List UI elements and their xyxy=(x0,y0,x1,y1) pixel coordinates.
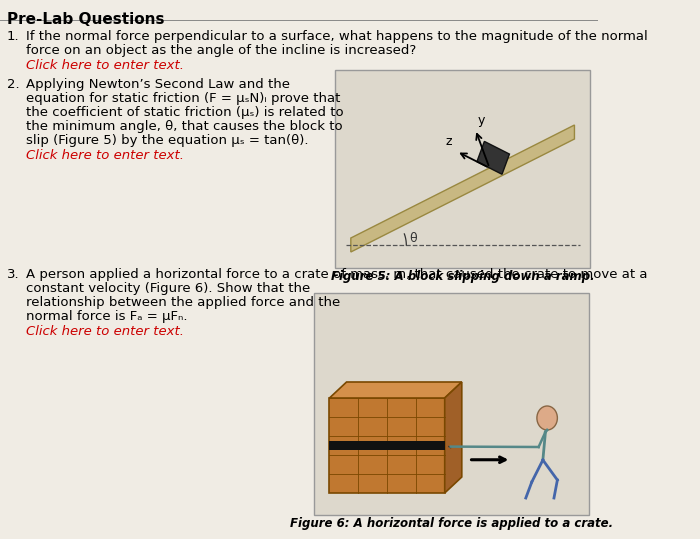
Text: Figure 5: A block slipping down a ramp.: Figure 5: A block slipping down a ramp. xyxy=(331,270,594,283)
Text: Click here to enter text.: Click here to enter text. xyxy=(26,59,183,72)
Text: Figure 6: A horizontal force is applied to a crate.: Figure 6: A horizontal force is applied … xyxy=(290,517,613,530)
Text: y: y xyxy=(478,114,485,127)
Text: the minimum angle, θ, that causes the block to: the minimum angle, θ, that causes the bl… xyxy=(26,120,342,133)
Text: 1.: 1. xyxy=(7,30,20,43)
Circle shape xyxy=(537,406,557,430)
Polygon shape xyxy=(477,141,510,174)
Text: Click here to enter text.: Click here to enter text. xyxy=(26,325,183,338)
Text: constant velocity (Figure 6). Show that the: constant velocity (Figure 6). Show that … xyxy=(26,282,310,295)
Text: A person applied a horizontal force to a crate of mass, m, that caused the crate: A person applied a horizontal force to a… xyxy=(26,268,647,281)
Text: normal force is Fₐ = μFₙ.: normal force is Fₐ = μFₙ. xyxy=(26,310,187,323)
Text: Pre-Lab Questions: Pre-Lab Questions xyxy=(7,12,164,27)
Bar xyxy=(335,70,590,268)
Polygon shape xyxy=(351,125,575,252)
Text: slip (Figure 5) by the equation μₛ = tan(θ).: slip (Figure 5) by the equation μₛ = tan… xyxy=(26,134,308,147)
Text: force on an object as the angle of the incline is increased?: force on an object as the angle of the i… xyxy=(26,44,416,57)
Text: 3.: 3. xyxy=(7,268,20,281)
Text: Click here to enter text.: Click here to enter text. xyxy=(26,149,183,162)
Text: the coefficient of static friction (μₛ) is related to: the coefficient of static friction (μₛ) … xyxy=(26,106,343,119)
Text: 2.: 2. xyxy=(7,78,20,91)
Text: Applying Newton’s Second Law and the: Applying Newton’s Second Law and the xyxy=(26,78,290,91)
Bar xyxy=(330,440,444,450)
Text: If the normal force perpendicular to a surface, what happens to the magnitude of: If the normal force perpendicular to a s… xyxy=(26,30,648,43)
Bar xyxy=(330,398,444,493)
Text: z: z xyxy=(446,135,452,148)
Bar xyxy=(314,293,589,515)
Text: relationship between the applied force and the: relationship between the applied force a… xyxy=(26,296,340,309)
Polygon shape xyxy=(444,382,462,493)
Text: θ: θ xyxy=(410,232,417,245)
Text: equation for static friction (F = μₛN)ᵢ prove that: equation for static friction (F = μₛN)ᵢ … xyxy=(26,92,340,105)
Polygon shape xyxy=(330,382,462,398)
